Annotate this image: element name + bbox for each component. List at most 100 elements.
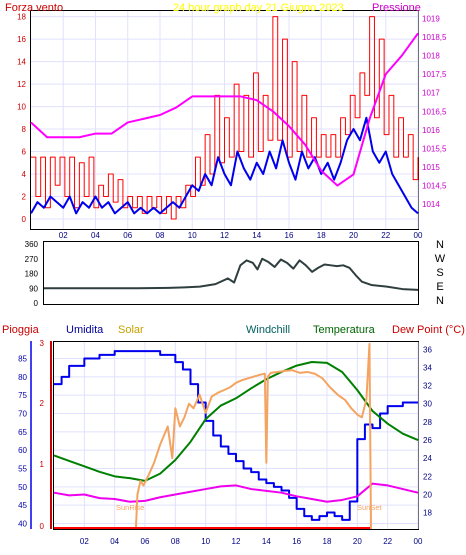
pressure-tick-label: 1014,5 <box>422 182 447 191</box>
temp-x-tick-label: 20 <box>353 537 362 546</box>
direction-tick-label: 90 <box>29 284 38 293</box>
temperature-tick-label: 24 <box>423 454 432 463</box>
temp-chart-ticks: 02 04 06 08 10 12 14 16 18 20 22 004045505560657075… <box>18 339 432 546</box>
temperature-tick-label: 18 <box>423 509 432 518</box>
direction-tick-label: 270 <box>25 255 39 264</box>
wind-gust-line <box>31 16 419 220</box>
pressure-tick-label: 1017,5 <box>422 70 447 79</box>
temp-x-tick-label: 16 <box>292 537 301 546</box>
wind-x-tick-label: 12 <box>220 231 229 240</box>
temperature-tick-label: 34 <box>423 363 432 372</box>
wind-x-tick-label: 04 <box>91 231 100 240</box>
pressure-tick-label: 1017 <box>422 89 440 98</box>
wind-y-tick-label: 14 <box>17 58 26 67</box>
temperature-tick-label: 28 <box>423 418 432 427</box>
temperature-header: Temperatura <box>313 324 376 336</box>
pressure-tick-label: 1016,5 <box>422 107 447 116</box>
direction-label: E <box>436 281 443 293</box>
sunset-annotation: SunSet <box>357 503 383 512</box>
wind-y-tick-label: 6 <box>22 148 27 157</box>
humidity-tick-label: 80 <box>18 373 27 382</box>
temp-x-tick-label: 00 <box>414 537 423 546</box>
humidity-header: Umidita <box>66 324 104 336</box>
wind-axis-label: Forza vento <box>5 2 63 14</box>
wind-y-tick-label: 8 <box>22 125 27 134</box>
direction-label: S <box>436 267 443 279</box>
pressure-tick-label: 1018 <box>422 52 440 61</box>
direction-chart-ticks: 0 90 180 270 360 <box>25 240 39 308</box>
temperature-tick-label: 26 <box>423 436 432 445</box>
direction-chart-series <box>44 257 419 291</box>
temp-x-tick-label: 08 <box>171 537 180 546</box>
temp-x-tick-label: 14 <box>262 537 271 546</box>
humidity-tick-label: 65 <box>18 428 27 437</box>
rain-tick-label: 2 <box>40 399 45 408</box>
direction-label: N <box>436 239 444 251</box>
wind-x-tick-label: 22 <box>381 231 390 240</box>
pressure-tick-label: 1014 <box>422 200 440 209</box>
temp-x-tick-label: 02 <box>80 537 89 546</box>
temp-x-tick-label: 10 <box>201 537 210 546</box>
humidity-tick-label: 85 <box>18 355 27 364</box>
humidity-tick-label: 70 <box>18 410 27 419</box>
pressure-tick-label: 1015,5 <box>422 144 447 153</box>
wind-x-tick-label: 02 <box>59 231 68 240</box>
humidity-tick-label: 45 <box>18 501 27 510</box>
pressure-tick-label: 1016 <box>422 126 440 135</box>
wind-y-tick-label: 10 <box>17 103 26 112</box>
temp-chart-grid <box>54 342 419 529</box>
temperature-tick-label: 32 <box>423 382 432 391</box>
sunrise-annotation: SunRise <box>116 503 144 512</box>
wind-x-tick-label: 18 <box>317 231 326 240</box>
pressure-tick-label: 1015 <box>422 163 440 172</box>
wind-y-tick-label: 18 <box>17 13 26 22</box>
direction-label: W <box>435 253 446 265</box>
humidity-tick-label: 75 <box>18 391 27 400</box>
wind-speed-line <box>30 116 419 215</box>
direction-label: N <box>436 295 444 307</box>
wind-x-tick-label: 16 <box>285 231 294 240</box>
rain-tick-label: 0 <box>40 522 45 531</box>
direction-tick-label: 180 <box>25 270 39 279</box>
pressure-line <box>30 32 419 187</box>
humidity-tick-label: 50 <box>18 483 27 492</box>
humidity-tick-label: 40 <box>18 520 27 529</box>
wind-x-tick-label: 14 <box>252 231 261 240</box>
wind-y-tick-label: 16 <box>17 35 26 44</box>
dewpoint-line <box>53 482 419 503</box>
wind-chart-grid <box>31 11 419 229</box>
temp-x-tick-label: 18 <box>323 537 332 546</box>
direction-tick-label: 0 <box>34 299 39 308</box>
wind-y-tick-label: 12 <box>17 80 26 89</box>
temperature-line <box>53 360 419 482</box>
direction-tick-label: 360 <box>25 240 39 249</box>
humidity-tick-label: 55 <box>18 465 27 474</box>
wind-chart-series <box>30 16 419 220</box>
wind-x-tick-label: 10 <box>188 231 197 240</box>
windchill-header: Windchill <box>246 324 290 336</box>
rain-tick-label: 3 <box>40 339 45 348</box>
temp-chart-series <box>53 342 419 530</box>
rain-header: Pioggia <box>2 324 40 336</box>
rain-tick-label: 1 <box>40 460 45 469</box>
temperature-tick-label: 20 <box>423 491 432 500</box>
temperature-tick-label: 30 <box>423 400 432 409</box>
solar-line <box>134 342 372 530</box>
pressure-tick-label: 1019 <box>422 14 440 23</box>
wind-x-tick-label: 00 <box>414 231 423 240</box>
humidity-tick-label: 60 <box>18 446 27 455</box>
temp-x-tick-label: 12 <box>232 537 241 546</box>
pressure-axis-label: Pressione <box>372 2 421 14</box>
wind-x-tick-label: 08 <box>156 231 165 240</box>
pressure-tick-label: 1018,5 <box>422 33 447 42</box>
wind-direction-line <box>44 257 419 291</box>
temperature-tick-label: 22 <box>423 472 432 481</box>
temp-x-tick-label: 04 <box>110 537 119 546</box>
wind-x-tick-label: 06 <box>123 231 132 240</box>
direction-chart-frame <box>43 241 419 305</box>
solar-header: Solar <box>118 324 144 336</box>
wind-chart-title: 24 hour graph day 21 Giugno 2023 <box>173 2 344 14</box>
wind-y-tick-label: 0 <box>22 215 27 224</box>
wind-y-tick-label: 2 <box>22 193 27 202</box>
